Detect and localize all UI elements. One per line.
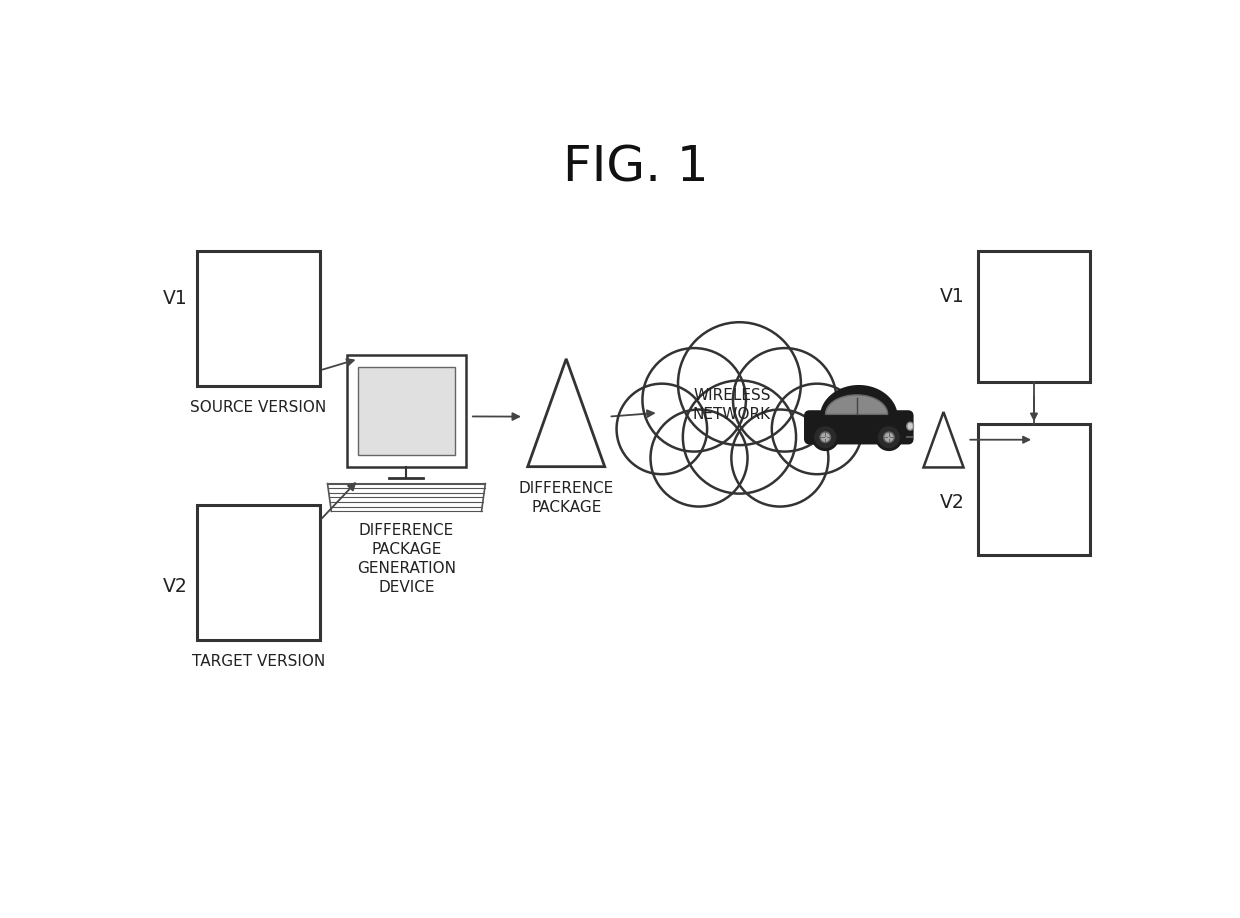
Polygon shape bbox=[924, 412, 963, 467]
Circle shape bbox=[884, 432, 894, 442]
Polygon shape bbox=[818, 386, 899, 418]
Polygon shape bbox=[826, 395, 888, 414]
Bar bbox=[347, 355, 466, 466]
Text: SOURCE VERSION: SOURCE VERSION bbox=[190, 399, 326, 415]
Bar bbox=[978, 424, 1090, 555]
Text: TARGET VERSION: TARGET VERSION bbox=[191, 654, 325, 669]
Circle shape bbox=[651, 409, 748, 507]
Text: V2: V2 bbox=[940, 493, 965, 512]
Text: WIRELESS
NETWORK: WIRELESS NETWORK bbox=[693, 387, 771, 422]
Text: V1: V1 bbox=[162, 289, 187, 308]
Text: DIFFERENCE
PACKAGE: DIFFERENCE PACKAGE bbox=[518, 480, 614, 515]
Text: V1: V1 bbox=[940, 287, 965, 307]
Bar bbox=[358, 366, 455, 455]
Polygon shape bbox=[528, 359, 605, 466]
Circle shape bbox=[771, 384, 862, 475]
Circle shape bbox=[732, 409, 828, 507]
Circle shape bbox=[616, 384, 707, 475]
Bar bbox=[197, 251, 320, 386]
Circle shape bbox=[642, 348, 746, 452]
Text: V2: V2 bbox=[162, 577, 187, 596]
Bar bbox=[197, 505, 320, 640]
Text: DIFFERENCE
PACKAGE
GENERATION
DEVICE: DIFFERENCE PACKAGE GENERATION DEVICE bbox=[357, 523, 456, 596]
Circle shape bbox=[813, 425, 838, 450]
Ellipse shape bbox=[906, 422, 914, 431]
Circle shape bbox=[678, 322, 801, 445]
Circle shape bbox=[733, 348, 837, 452]
Circle shape bbox=[877, 425, 901, 450]
Text: FIG. 1: FIG. 1 bbox=[563, 143, 708, 191]
Ellipse shape bbox=[671, 360, 808, 465]
FancyBboxPatch shape bbox=[805, 411, 913, 443]
Bar bbox=[978, 251, 1090, 382]
Circle shape bbox=[820, 432, 831, 442]
Circle shape bbox=[683, 380, 796, 494]
